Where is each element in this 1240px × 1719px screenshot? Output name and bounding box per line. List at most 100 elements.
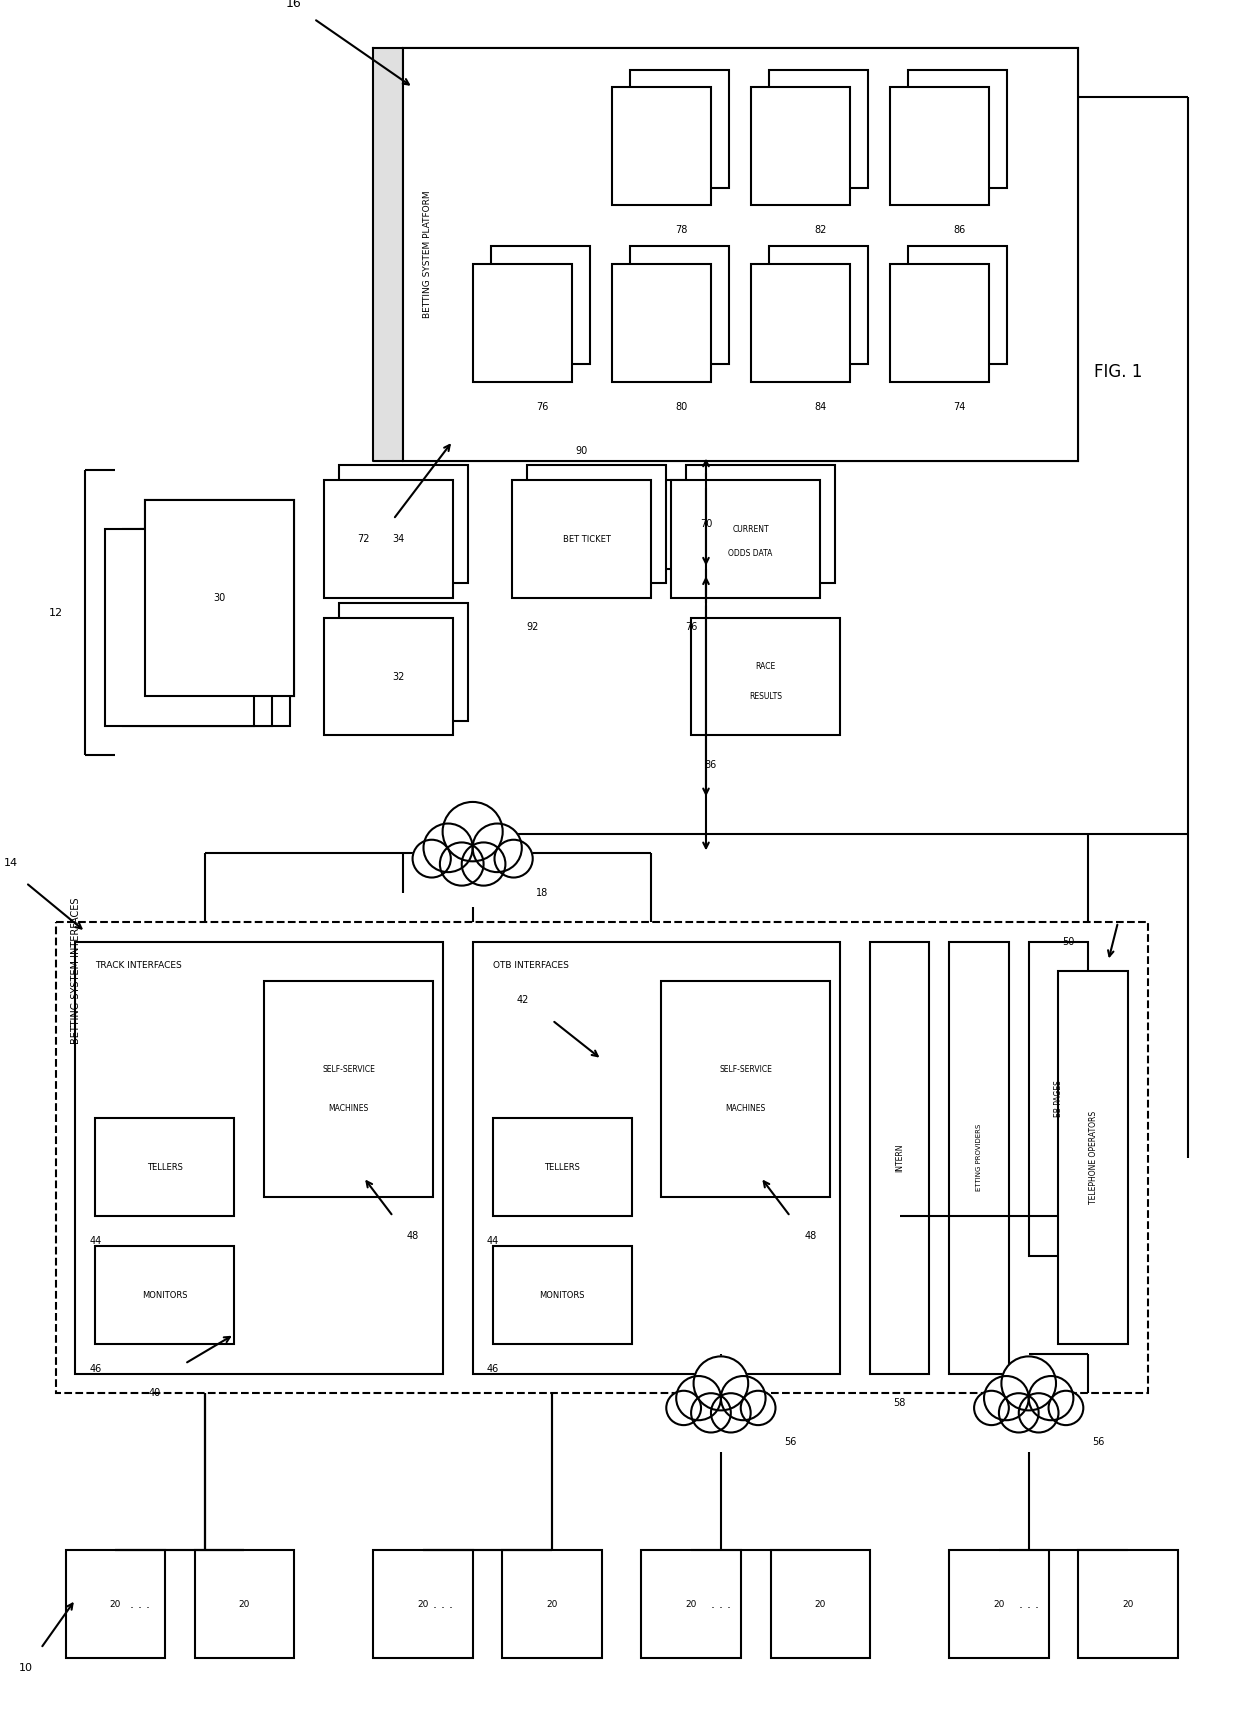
Bar xyxy=(769,70,868,187)
Bar xyxy=(492,1246,631,1344)
Text: 20: 20 xyxy=(109,1600,120,1609)
Bar xyxy=(1029,942,1089,1257)
Bar xyxy=(691,617,839,736)
Text: 74: 74 xyxy=(954,402,966,411)
Text: 44: 44 xyxy=(486,1236,498,1246)
Circle shape xyxy=(666,1391,701,1425)
Bar xyxy=(373,1551,472,1659)
Text: MONITORS: MONITORS xyxy=(143,1291,187,1300)
Text: 72: 72 xyxy=(357,535,370,543)
Bar xyxy=(750,265,849,382)
Circle shape xyxy=(1019,1392,1059,1432)
Bar xyxy=(950,942,1009,1373)
Bar xyxy=(611,265,711,382)
Text: 20: 20 xyxy=(238,1600,250,1609)
Text: 58: 58 xyxy=(894,1398,905,1408)
Text: 48: 48 xyxy=(407,1231,419,1241)
Circle shape xyxy=(440,842,484,885)
Text: ETTING PROVIDERS: ETTING PROVIDERS xyxy=(976,1124,982,1191)
Text: TELEPHONE OPERATORS: TELEPHONE OPERATORS xyxy=(1089,1110,1097,1203)
Text: 18: 18 xyxy=(536,887,548,897)
Bar xyxy=(324,480,453,598)
Circle shape xyxy=(424,823,472,872)
Text: 48: 48 xyxy=(804,1231,816,1241)
Bar xyxy=(630,246,729,364)
Text: 20: 20 xyxy=(1122,1600,1133,1609)
Text: BETTING SYSTEM INTERFACES: BETTING SYSTEM INTERFACES xyxy=(71,897,81,1045)
Text: 76: 76 xyxy=(684,622,697,633)
Bar xyxy=(472,942,839,1373)
Text: 10: 10 xyxy=(19,1662,32,1673)
Circle shape xyxy=(1049,1391,1084,1425)
Bar xyxy=(750,88,849,205)
Circle shape xyxy=(1029,1375,1074,1420)
Bar xyxy=(630,70,729,187)
Text: 30: 30 xyxy=(213,593,226,603)
Text: RESULTS: RESULTS xyxy=(749,691,782,701)
Bar xyxy=(869,942,930,1373)
Text: 70: 70 xyxy=(699,519,712,529)
Text: . . .: . . . xyxy=(1019,1597,1039,1611)
Bar xyxy=(76,942,443,1373)
Text: 44: 44 xyxy=(89,1236,102,1246)
Text: MONITORS: MONITORS xyxy=(539,1291,585,1300)
Circle shape xyxy=(975,1391,1009,1425)
Text: MACHINES: MACHINES xyxy=(725,1104,766,1112)
Bar xyxy=(686,466,835,583)
Text: 46: 46 xyxy=(89,1363,102,1373)
Bar xyxy=(641,480,770,569)
Text: 86: 86 xyxy=(954,225,965,236)
Text: 20: 20 xyxy=(993,1600,1004,1609)
Text: 16: 16 xyxy=(286,0,301,10)
Bar xyxy=(95,1119,234,1217)
Bar xyxy=(95,1246,234,1344)
Circle shape xyxy=(711,1392,750,1432)
Circle shape xyxy=(740,1391,775,1425)
Bar xyxy=(491,246,590,364)
Text: EB PAGES: EB PAGES xyxy=(1054,1080,1063,1117)
Bar xyxy=(264,982,433,1196)
Circle shape xyxy=(693,1356,748,1410)
Bar xyxy=(527,466,666,583)
Circle shape xyxy=(720,1375,765,1420)
Bar xyxy=(56,921,1148,1392)
Bar xyxy=(611,88,711,205)
Bar xyxy=(908,246,1007,364)
Text: 42: 42 xyxy=(516,995,528,1006)
Bar xyxy=(1079,1551,1178,1659)
Bar xyxy=(770,1551,869,1659)
Bar xyxy=(403,48,1079,461)
Bar xyxy=(339,466,467,583)
Text: 92: 92 xyxy=(526,622,538,633)
Text: . . .: . . . xyxy=(130,1597,150,1611)
Text: . . .: . . . xyxy=(433,1597,453,1611)
Circle shape xyxy=(985,1375,1029,1420)
Text: . . .: . . . xyxy=(711,1597,730,1611)
Text: 86: 86 xyxy=(704,760,717,770)
Text: OTB INTERFACES: OTB INTERFACES xyxy=(492,961,568,970)
Bar xyxy=(641,1551,740,1659)
Text: 56: 56 xyxy=(784,1437,796,1447)
Circle shape xyxy=(461,842,506,885)
Text: 46: 46 xyxy=(486,1363,498,1373)
Text: ODDS DATA: ODDS DATA xyxy=(728,550,773,559)
Text: 56: 56 xyxy=(1092,1437,1105,1447)
Bar xyxy=(502,1551,601,1659)
Text: BET TICKET: BET TICKET xyxy=(563,535,611,543)
Text: 20: 20 xyxy=(686,1600,697,1609)
Text: 50: 50 xyxy=(1063,937,1075,947)
Text: 80: 80 xyxy=(675,402,687,411)
Circle shape xyxy=(413,839,451,877)
Bar xyxy=(195,1551,294,1659)
Text: 14: 14 xyxy=(4,858,19,868)
Bar xyxy=(123,529,272,725)
Bar xyxy=(472,265,572,382)
Polygon shape xyxy=(373,48,403,461)
Text: TRACK INTERFACES: TRACK INTERFACES xyxy=(95,961,182,970)
Text: 20: 20 xyxy=(815,1600,826,1609)
Text: 40: 40 xyxy=(149,1389,161,1398)
Text: 34: 34 xyxy=(392,535,404,543)
Bar xyxy=(1059,971,1128,1344)
Text: 90: 90 xyxy=(575,445,588,456)
Text: 20: 20 xyxy=(547,1600,558,1609)
